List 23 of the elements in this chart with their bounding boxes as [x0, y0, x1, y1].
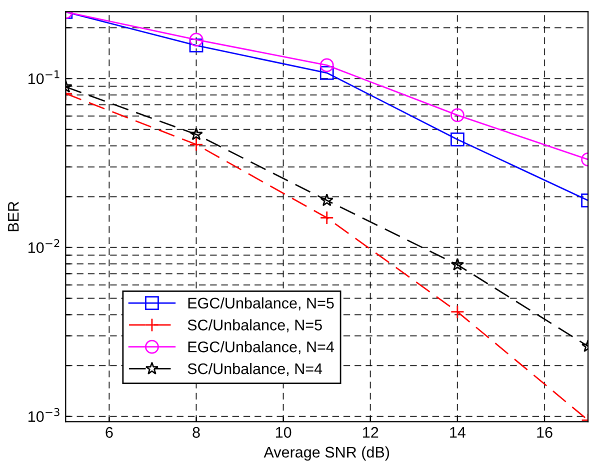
point [189, 38, 204, 52]
x-tick-label: 10 [276, 426, 292, 438]
point [189, 32, 204, 47]
point [189, 138, 204, 152]
point [320, 58, 334, 72]
legend-label: EGC/Unbalance, N=5 [188, 297, 334, 310]
x-tick-label: 12 [363, 426, 378, 438]
y-tick-label: 10$^{−1}$ [28, 70, 60, 84]
x-tick-label: 16 [537, 426, 552, 438]
point [320, 193, 334, 206]
y-axis-title: BER [8, 202, 19, 232]
x-tick-label: 6 [106, 426, 113, 438]
y-tick-label: 10$^{−3}$ [28, 408, 60, 422]
point [320, 210, 334, 225]
legend-label: SC/Unbalance, N=4 [188, 362, 322, 376]
point [190, 127, 203, 140]
legend-label: SC/Unbalance, N=5 [188, 319, 322, 332]
point [320, 66, 334, 80]
legend-label: EGC/Unbalance, N=4 [188, 341, 334, 354]
x-tick-label: 14 [450, 427, 466, 438]
y-tick-label: 10$^{−2}$ [28, 239, 60, 254]
x-tick-label: 8 [192, 426, 200, 438]
x-axis-title: Average SNR (dB) [264, 446, 390, 461]
